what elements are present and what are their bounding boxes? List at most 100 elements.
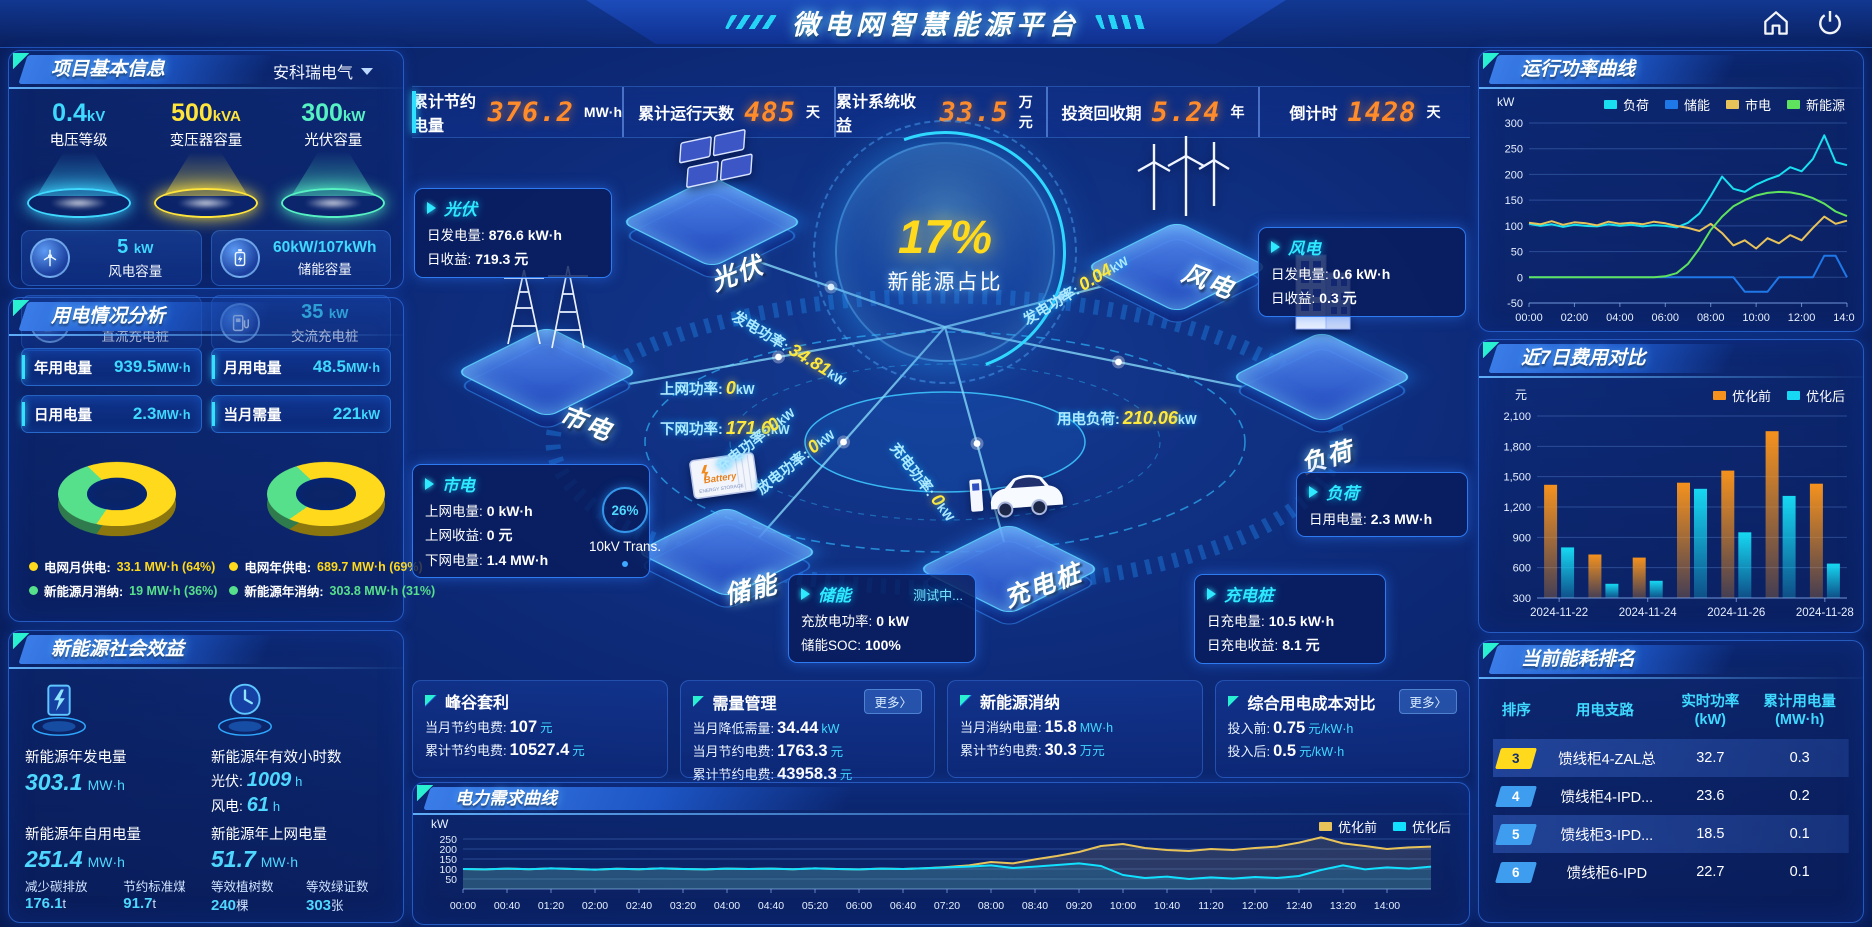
company-select-value: 安科瑞电气 xyxy=(272,65,353,82)
svg-text:14:00: 14:00 xyxy=(1374,900,1400,912)
svg-text:2,100: 2,100 xyxy=(1503,411,1531,423)
benefit-sub-item: 等效绿证数 303张 xyxy=(306,880,369,914)
demand-legend: 优化前 优化后 xyxy=(1318,817,1451,836)
usage-stat: 年用电量 939.5MW·h xyxy=(21,348,202,386)
rank-badge: 6 xyxy=(1495,861,1538,883)
table-row: 5 馈线柜3-IPD... 18.5 0.1 xyxy=(1493,815,1849,854)
mini-panel-row: 当月节约电费: 107 元 xyxy=(425,718,553,736)
left-column: 项目基本信息 安科瑞电气 0.4kV 电压等级 500kVA 变压器容量 300… xyxy=(8,50,435,923)
panel-header-ranking: 当前能耗排名 xyxy=(1479,641,1863,679)
company-select[interactable]: 安科瑞电气 xyxy=(273,59,373,83)
panel-title: 运行功率曲线 xyxy=(1521,59,1636,80)
svg-text:1,500: 1,500 xyxy=(1503,472,1531,484)
panel-cost-compare: 近7日费用对比 元 优化前 优化后 300 600 900 1,200 1,500 1,80… xyxy=(1478,339,1864,633)
svg-text:02:00: 02:00 xyxy=(1561,312,1589,324)
new-energy-share-label: 新能源占比 xyxy=(887,270,1003,294)
more-button[interactable]: 更多〉 xyxy=(1399,689,1457,714)
total-energy: 0.3 xyxy=(1789,750,1810,767)
svg-text:10:00: 10:00 xyxy=(1742,312,1770,324)
flow-grid-up: 上网功率: 0kW xyxy=(660,378,755,398)
title-ornament-right xyxy=(1094,15,1148,29)
realtime-power: 18.5 xyxy=(1696,826,1725,843)
mini-panel-row: 累计节约电费: 43958.3 元 xyxy=(692,765,853,783)
cost-y-unit: 元 xyxy=(1515,388,1528,402)
svg-text:00:40: 00:40 xyxy=(494,900,520,912)
panel-corner-icon xyxy=(692,695,705,708)
capacity-cone: 0.4kV 电压等级 xyxy=(20,99,138,218)
svg-text:250: 250 xyxy=(439,834,457,846)
transformer-indicator: 26% 10kV Trans. xyxy=(580,487,670,567)
benefit-mini-panel: 需量管理 更多〉 当月降低需量: 34.44 kW 当月节约电费: 1763.3 元累计节约电… xyxy=(679,680,935,783)
branch-name: 馈线柜4-ZAL总 xyxy=(1558,751,1656,768)
legend-item: 优化后 xyxy=(1392,817,1451,836)
legend-item: 优化前 xyxy=(1712,386,1771,405)
svg-text:1,800: 1,800 xyxy=(1503,441,1531,453)
capacity-card: 5 kW 风电容量 xyxy=(21,230,202,286)
storage-status: 测试中... xyxy=(913,587,963,603)
power-icon[interactable] xyxy=(1814,7,1846,44)
usage-stat: 日用电量 2.3MW·h xyxy=(21,395,202,433)
svg-text:08:40: 08:40 xyxy=(1022,900,1048,912)
realtime-power: 23.6 xyxy=(1696,788,1725,805)
battery-icon xyxy=(219,238,260,278)
donut-legend-item: 新能源月消纳: 19 MW·h (36%) xyxy=(29,581,217,600)
benefit-mini-panels: 峰谷套利 当月节约电费: 107 元累计节约电费: 10527.4 元 需量管理 更多〉 当月… xyxy=(412,680,1470,783)
svg-text:250: 250 xyxy=(1505,144,1523,156)
energy-gen-icon xyxy=(25,677,201,744)
svg-text:1,200: 1,200 xyxy=(1503,502,1531,514)
svg-text:10:40: 10:40 xyxy=(1154,900,1180,912)
svg-text:06:00: 06:00 xyxy=(846,900,872,912)
donut-legend-item: 电网月供电: 33.1 MW·h (64%) xyxy=(29,557,217,576)
capacity-cones: 0.4kV 电压等级 500kVA 变压器容量 300kW 光伏容量 xyxy=(9,89,403,222)
realtime-power: 32.7 xyxy=(1696,750,1725,767)
usage-stat: 月用电量 48.5MW·h xyxy=(210,348,391,386)
panel-corner-icon xyxy=(1227,695,1240,708)
title-ornament-left xyxy=(724,15,778,29)
table-column-header: 排序 xyxy=(1501,703,1531,720)
svg-text:600: 600 xyxy=(1513,563,1531,575)
chevron-down-icon xyxy=(361,67,373,75)
table-column-header: 累计用电量 (MW·h) xyxy=(1763,694,1836,729)
svg-text:12:40: 12:40 xyxy=(1286,900,1312,912)
mini-panel-row: 当月消纳电量: 15.8 MW·h xyxy=(960,718,1114,736)
info-box-row: 日收益: 0.3 元 xyxy=(1271,290,1357,306)
svg-text:13:20: 13:20 xyxy=(1330,900,1356,912)
donut-legend-item: 电网年供电: 689.7 MW·h (69%) xyxy=(229,557,435,576)
mini-panel-title: 综合用电成本对比 xyxy=(1247,695,1376,713)
panel-project-info: 项目基本信息 安科瑞电气 0.4kV 电压等级 500kVA 变压器容量 300… xyxy=(8,50,404,351)
svg-text:100: 100 xyxy=(439,864,457,876)
svg-text:06:40: 06:40 xyxy=(890,900,916,912)
svg-text:07:20: 07:20 xyxy=(934,900,960,912)
svg-text:-50: -50 xyxy=(1507,298,1523,310)
charger-info-box: 充电桩 日充电量: 10.5 kW·h 日充电收益: 8.1 元 xyxy=(1194,574,1386,664)
table-row: 6 馈线柜6-IPD 22.7 0.1 xyxy=(1493,853,1849,891)
pv-info-box: 光伏 日发电量: 876.6 kW·h 日收益: 719.3 元 xyxy=(414,188,612,278)
branch-name: 馈线柜4-IPD... xyxy=(1560,789,1654,806)
home-icon[interactable] xyxy=(1760,7,1792,44)
supply-mix-donut: 电网年供电: 689.7 MW·h (69%) 新能源年消纳: 303.8 MW·h… xyxy=(217,441,435,600)
svg-text:06:00: 06:00 xyxy=(1652,312,1680,324)
svg-text:150: 150 xyxy=(439,854,457,866)
benefit-item: 新能源年发电量 303.1 MW·h xyxy=(25,677,201,817)
flow-load: 用电负荷: 210.06kW xyxy=(1057,408,1197,428)
panel-header-benefit: 新能源社会效益 xyxy=(9,631,403,669)
info-box-row: 日发电量: 0.6 kW·h xyxy=(1271,266,1391,282)
benefit-item: 新能源年有效小时数 光伏: 1009 h 风电: 61 h xyxy=(211,677,387,817)
total-energy: 0.1 xyxy=(1789,826,1810,843)
benefit-sub-item: 减少碳排放 176.1t xyxy=(25,880,88,912)
benefit-mini-panel: 峰谷套利 当月节约电费: 107 元累计节约电费: 10527.4 元 xyxy=(412,680,668,778)
rank-badge: 4 xyxy=(1495,785,1538,807)
svg-text:50: 50 xyxy=(1511,247,1523,259)
branch-name: 馈线柜3-IPD... xyxy=(1560,827,1654,844)
legend-item: 优化前 xyxy=(1318,817,1377,836)
arrow-icon xyxy=(1207,588,1216,600)
svg-text:150: 150 xyxy=(1505,195,1523,207)
benefit-sub-item: 节约标准煤 91.7t xyxy=(123,880,186,912)
panel-title: 近7日费用对比 xyxy=(1521,348,1646,369)
svg-text:50: 50 xyxy=(445,874,457,886)
arrow-icon xyxy=(425,478,434,490)
svg-text:04:40: 04:40 xyxy=(758,900,784,912)
more-button[interactable]: 更多〉 xyxy=(864,689,922,714)
svg-text:05:20: 05:20 xyxy=(802,900,828,912)
